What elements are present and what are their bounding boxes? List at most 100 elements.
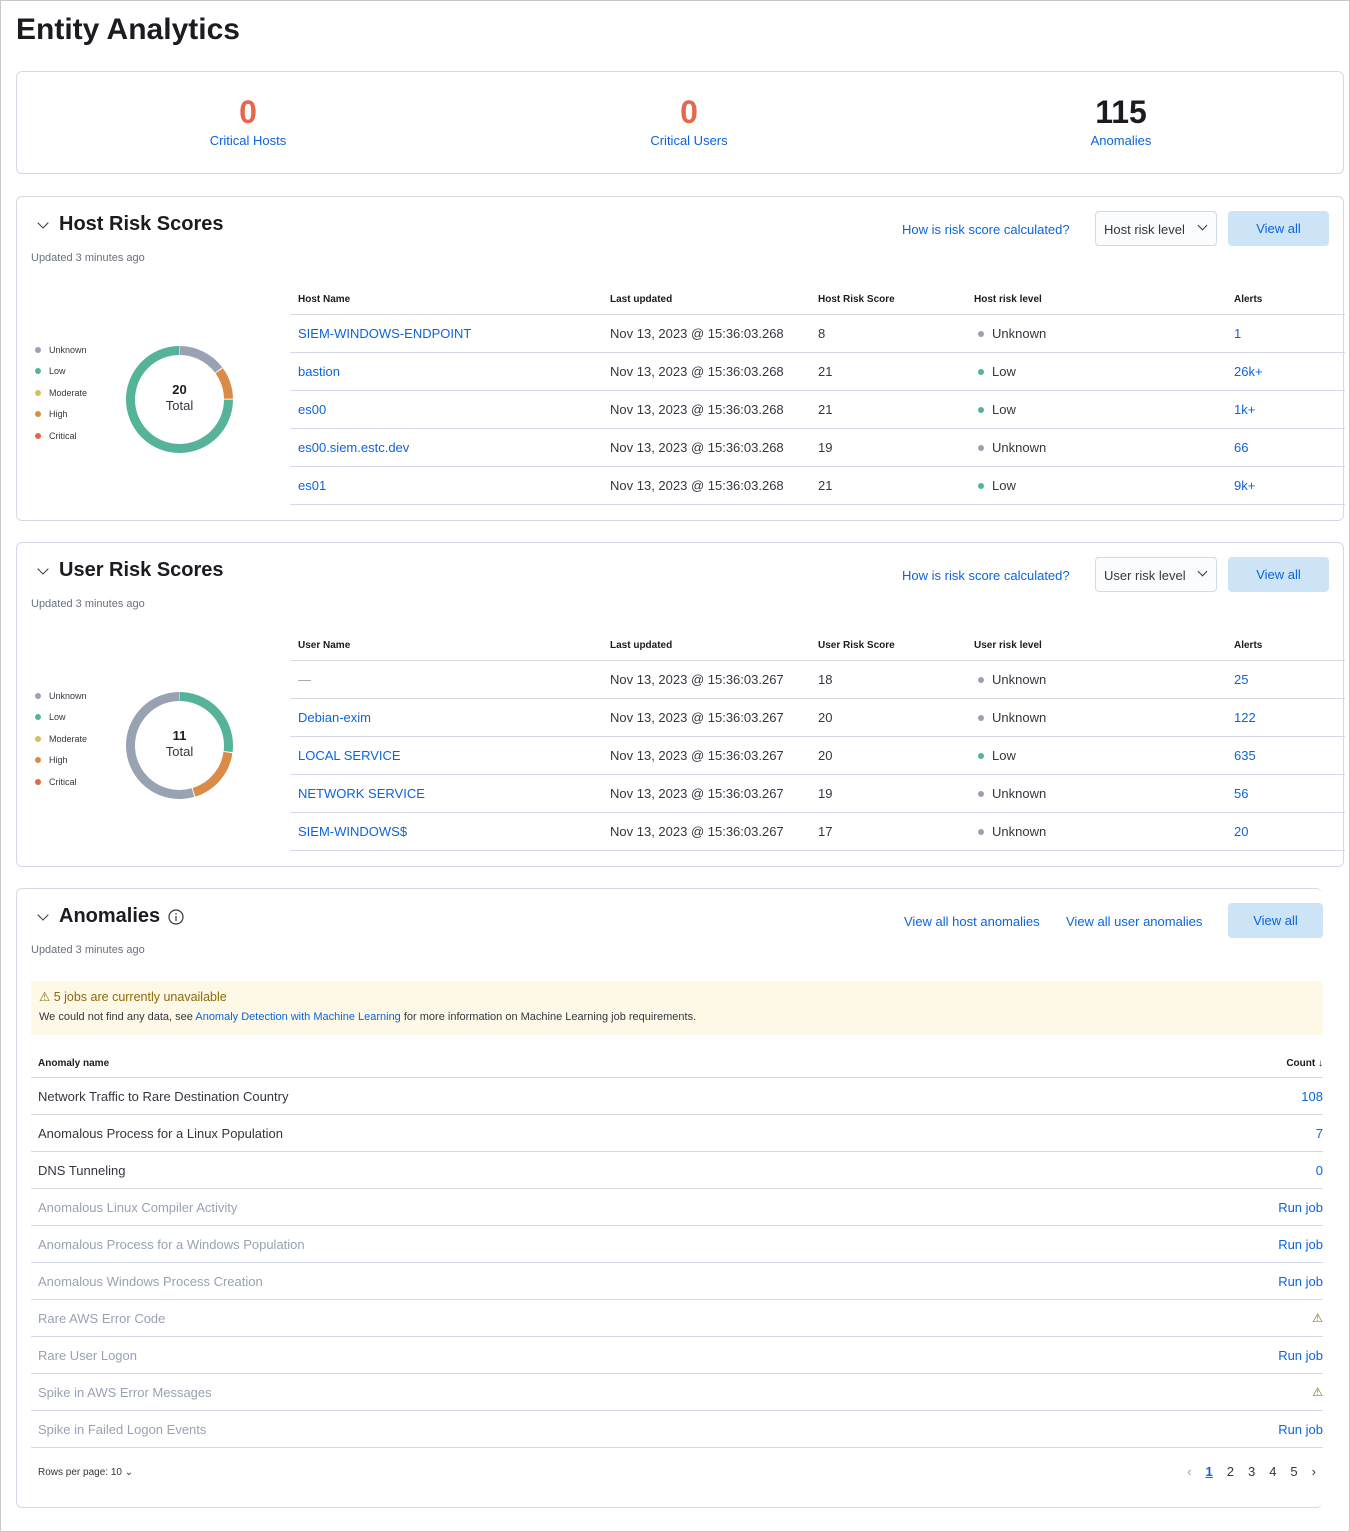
column-header[interactable]: Host Risk Score (810, 294, 966, 315)
column-header[interactable]: Alerts (1226, 294, 1345, 315)
legend-item[interactable]: Moderate (35, 382, 87, 404)
run-job-link[interactable]: Run job (1278, 1347, 1323, 1363)
anomalies-toggle[interactable]: Anomalies (37, 905, 184, 928)
host-toggle[interactable]: Host Risk Scores (37, 213, 224, 236)
legend-item[interactable]: Unknown (35, 339, 87, 361)
column-header[interactable]: User Name (290, 640, 602, 661)
anomaly-count-link[interactable]: 0 (1315, 1162, 1323, 1178)
page-button[interactable]: 4 (1269, 1464, 1277, 1479)
anomaly-count-link[interactable]: 7 (1315, 1125, 1323, 1141)
legend-item[interactable]: Critical (35, 425, 87, 447)
warning-icon[interactable]: ⚠ (1312, 1385, 1323, 1399)
page-button[interactable]: 2 (1226, 1464, 1234, 1479)
run-job-link[interactable]: Run job (1278, 1421, 1323, 1437)
legend-item[interactable]: Moderate (35, 728, 87, 750)
column-header[interactable]: Alerts (1226, 640, 1345, 661)
column-header[interactable]: User Risk Score (810, 640, 966, 661)
user-name-link[interactable]: SIEM-WINDOWS$ (298, 824, 408, 839)
legend-item[interactable]: Unknown (35, 685, 87, 707)
anomaly-name: Rare AWS Error Code (38, 1310, 166, 1326)
section-title: Anomalies (59, 905, 161, 927)
alerts-link[interactable]: 1 (1234, 326, 1242, 341)
alerts-link[interactable]: 56 (1234, 786, 1249, 801)
legend-dot (35, 714, 41, 721)
alerts-link[interactable]: 122 (1234, 710, 1256, 725)
previous-page-icon[interactable]: ‹ (1187, 1464, 1192, 1479)
page-button[interactable]: 1 (1205, 1464, 1213, 1479)
chevron-down-icon[interactable] (37, 908, 49, 921)
alerts-link[interactable]: 26k+ (1234, 364, 1263, 379)
run-job-link[interactable]: Run job (1278, 1199, 1323, 1215)
warning-icon[interactable]: ⚠ (1312, 1311, 1323, 1325)
column-header[interactable]: Host Name (290, 294, 602, 315)
view-user-anomalies-link[interactable]: View all user anomalies (1066, 914, 1203, 929)
column-header[interactable]: Host risk level (966, 294, 1226, 315)
legend-item[interactable]: Low (35, 707, 87, 729)
host-risk-level-select[interactable]: Host risk level (1095, 211, 1217, 246)
kpi-anomalies[interactable]: 115 Anomalies (971, 94, 1271, 148)
alerts-link[interactable]: 25 (1234, 672, 1249, 687)
donut-segment-low[interactable] (126, 692, 233, 799)
chevron-down-icon[interactable] (37, 562, 49, 575)
next-page-icon[interactable]: › (1311, 1464, 1316, 1479)
risk-level: Unknown (966, 660, 1226, 699)
risk-legend: Unknown Low Moderate High Critical (35, 339, 87, 447)
alerts-link[interactable]: 9k+ (1234, 478, 1256, 493)
kpi-critical-hosts[interactable]: 0 Critical Hosts (98, 94, 398, 148)
user-toggle[interactable]: User Risk Scores (37, 559, 224, 582)
page-button[interactable]: 3 (1247, 1464, 1256, 1479)
alerts-link[interactable]: 635 (1234, 748, 1256, 763)
column-header[interactable]: Last updated (602, 294, 810, 315)
kpi-label[interactable]: Anomalies (1090, 133, 1152, 148)
donut-segment-low[interactable] (126, 346, 233, 453)
run-job-link[interactable]: Run job (1278, 1236, 1323, 1252)
column-header-anomaly-name[interactable]: Anomaly name (38, 1057, 110, 1069)
host-name-link[interactable]: bastion (298, 364, 340, 379)
ml-docs-link[interactable]: Anomaly Detection with Machine Learning (195, 1011, 401, 1023)
risk-score-help-link[interactable]: How is risk score calculated? (902, 222, 1070, 237)
alerts-link[interactable]: 20 (1234, 824, 1249, 839)
rows-per-page-button[interactable]: Rows per page: 10 ⌄ (38, 1467, 133, 1479)
column-header[interactable]: User risk level (966, 640, 1226, 661)
kpi-label[interactable]: Critical Hosts (209, 133, 287, 148)
user-name-link[interactable]: LOCAL SERVICE (298, 748, 401, 763)
page-button[interactable]: 5 (1290, 1464, 1298, 1479)
legend-label: High (49, 409, 68, 420)
table-row: NETWORK SERVICE Nov 13, 2023 @ 15:36:03.… (290, 774, 1345, 813)
alerts-link[interactable]: 66 (1234, 440, 1249, 455)
last-updated: Nov 13, 2023 @ 15:36:03.267 (602, 812, 810, 851)
legend-dot (35, 757, 41, 764)
view-all-button[interactable]: View all (1228, 903, 1323, 938)
column-header-count[interactable]: Count ↓ (1286, 1058, 1323, 1069)
legend-item[interactable]: Critical (35, 771, 87, 793)
host-name-link[interactable]: es00 (298, 402, 327, 417)
host-name-link[interactable]: es00.siem.estc.dev (298, 440, 410, 455)
kpi-critical-users[interactable]: 0 Critical Users (539, 94, 839, 148)
anomaly-row: Spike in AWS Error Messages ⚠ (31, 1374, 1323, 1411)
risk-score-help-link[interactable]: How is risk score calculated? (902, 568, 1070, 583)
legend-item[interactable]: Low (35, 361, 87, 383)
info-icon[interactable] (168, 908, 184, 925)
user-name-link[interactable]: Debian-exim (298, 710, 371, 725)
legend-item[interactable]: High (35, 404, 87, 426)
view-all-button[interactable]: View all (1228, 211, 1329, 246)
donut-segment-unknown[interactable] (126, 692, 233, 799)
view-host-anomalies-link[interactable]: View all host anomalies (904, 914, 1040, 929)
view-all-button[interactable]: View all (1228, 557, 1329, 592)
user-risk-level-select[interactable]: User risk level (1095, 557, 1217, 592)
kpi-label[interactable]: Critical Users (650, 133, 728, 148)
host-name-link[interactable]: es01 (298, 478, 327, 493)
donut-segment-unknown[interactable] (126, 346, 233, 453)
legend-item[interactable]: High (35, 750, 87, 772)
host-name-link[interactable]: SIEM-WINDOWS-ENDPOINT (298, 326, 472, 341)
risk-level-label: Unknown (992, 672, 1047, 687)
risk-level-label: Unknown (992, 786, 1047, 801)
chevron-down-icon[interactable] (37, 216, 49, 229)
anomaly-name: DNS Tunneling (38, 1162, 126, 1178)
user-name-link[interactable]: NETWORK SERVICE (298, 786, 425, 801)
column-header[interactable]: Last updated (602, 640, 810, 661)
alerts-link[interactable]: 1k+ (1234, 402, 1256, 417)
run-job-link[interactable]: Run job (1278, 1273, 1323, 1289)
host-risk-panel: Host Risk Scores Updated 3 minutes ago H… (16, 196, 1345, 521)
anomaly-count-link[interactable]: 108 (1301, 1088, 1323, 1104)
